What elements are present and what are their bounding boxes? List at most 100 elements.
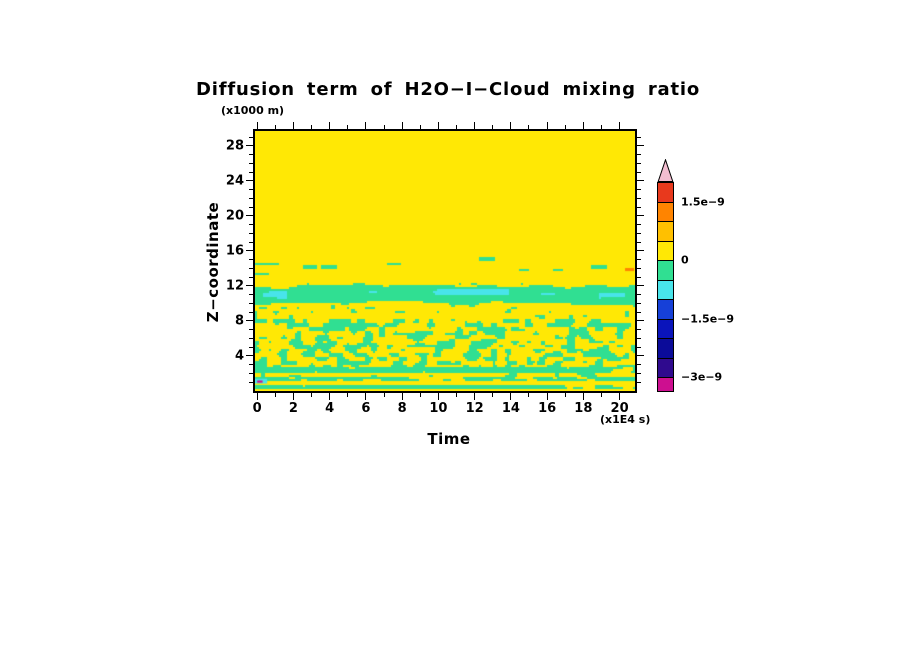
chart-title: Diffusion term of H2O−I−Cloud mixing rat… xyxy=(196,79,700,100)
y-tick-mark xyxy=(637,364,641,366)
x-tick-mark xyxy=(329,122,331,129)
y-tick-mark xyxy=(637,224,641,226)
x-tick-mark xyxy=(401,393,403,400)
colorbar-segment xyxy=(658,300,673,320)
y-tick-mark xyxy=(249,241,253,243)
x-tick-label: 6 xyxy=(361,401,371,416)
colorbar-segment xyxy=(658,241,673,261)
colorbar-segment xyxy=(658,378,673,391)
y-tick-mark xyxy=(246,285,253,287)
colorbar-segment xyxy=(658,339,673,359)
y-tick-mark xyxy=(637,162,641,164)
x-tick-label: 20 xyxy=(610,401,629,416)
y-tick-mark xyxy=(246,145,253,147)
x-tick-mark xyxy=(492,125,494,129)
y-tick-mark xyxy=(246,180,253,182)
y-tick-mark xyxy=(249,171,253,173)
y-tick-mark xyxy=(637,329,641,331)
y-tick-mark xyxy=(249,206,253,208)
x-tick-mark xyxy=(619,393,621,400)
x-tick-mark xyxy=(256,122,258,129)
x-tick-mark xyxy=(564,393,566,397)
x-tick-mark xyxy=(528,393,530,397)
y-tick-mark xyxy=(249,197,253,199)
colorbar-segment xyxy=(658,319,673,339)
colorbar-segment xyxy=(658,202,673,222)
y-tick-mark xyxy=(249,381,253,383)
y-tick-mark xyxy=(249,224,253,226)
y-tick-mark xyxy=(637,180,644,182)
y-tick-mark xyxy=(637,320,644,322)
y-tick-mark xyxy=(637,241,641,243)
colorbar: 1.5e−9 0 −1.5e−9 −3e−9 xyxy=(657,159,734,392)
y-tick-mark xyxy=(249,232,253,234)
y-tick-mark xyxy=(637,171,641,173)
y-axis-label: Z−coordinate xyxy=(204,201,222,323)
colorbar-segment xyxy=(658,358,673,378)
x-tick-label: 0 xyxy=(252,401,262,416)
y-axis-units: (x1000 m) xyxy=(221,104,285,117)
x-tick-label: 14 xyxy=(501,401,520,416)
y-tick-mark xyxy=(637,355,644,357)
y-tick-mark xyxy=(246,250,253,252)
colorbar-segment xyxy=(658,280,673,300)
y-tick-mark xyxy=(249,189,253,191)
y-tick-mark xyxy=(637,259,641,261)
x-tick-mark xyxy=(274,125,276,129)
x-tick-label: 16 xyxy=(538,401,557,416)
y-tick-label: 8 xyxy=(234,313,244,329)
y-tick-mark xyxy=(249,162,253,164)
x-tick-mark xyxy=(474,393,476,400)
x-tick-mark xyxy=(619,122,621,129)
y-tick-mark xyxy=(637,154,641,156)
colorbar-label: −1.5e−9 xyxy=(681,312,735,325)
x-tick-mark xyxy=(419,393,421,397)
axes-ticks: 0 2 4 6 8 10 12 14 16 18 20 4 8 12 16 20 24 28 xyxy=(226,122,644,416)
y-tick-mark xyxy=(249,136,253,138)
y-tick-label: 4 xyxy=(234,348,244,364)
colorbar-label: 0 xyxy=(681,253,689,267)
y-tick-mark xyxy=(246,355,253,357)
x-tick-mark xyxy=(510,122,512,129)
y-tick-mark xyxy=(249,267,253,269)
y-tick-mark xyxy=(246,320,253,322)
x-tick-mark xyxy=(365,122,367,129)
colorbar-segments xyxy=(657,182,674,392)
x-tick-mark xyxy=(437,122,439,129)
x-tick-mark xyxy=(474,122,476,129)
x-tick-mark xyxy=(600,393,602,397)
y-tick-mark xyxy=(637,189,641,191)
y-tick-mark xyxy=(246,215,253,217)
y-tick-mark xyxy=(249,154,253,156)
colorbar-segment xyxy=(658,222,673,242)
y-tick-label: 20 xyxy=(225,208,244,224)
x-tick-mark xyxy=(401,122,403,129)
y-tick-mark xyxy=(637,294,641,296)
x-tick-mark xyxy=(600,125,602,129)
x-tick-mark xyxy=(311,125,313,129)
y-tick-label: 28 xyxy=(225,138,244,154)
x-tick-mark xyxy=(347,393,349,397)
x-tick-mark xyxy=(528,125,530,129)
colorbar-segment xyxy=(658,183,673,203)
x-tick-mark xyxy=(510,393,512,400)
y-tick-mark xyxy=(637,250,644,252)
x-tick-mark xyxy=(329,393,331,400)
x-tick-mark xyxy=(383,125,385,129)
y-tick-mark xyxy=(249,276,253,278)
x-tick-mark xyxy=(582,122,584,129)
y-tick-mark xyxy=(249,337,253,339)
colorbar-label: −3e−9 xyxy=(681,370,723,384)
y-tick-mark xyxy=(637,136,641,138)
y-tick-mark xyxy=(249,294,253,296)
y-tick-mark xyxy=(249,364,253,366)
y-tick-mark xyxy=(637,232,641,234)
y-tick-mark xyxy=(637,215,644,217)
x-tick-label: 4 xyxy=(325,401,335,416)
x-tick-mark xyxy=(456,125,457,129)
y-tick-mark xyxy=(637,337,641,339)
y-tick-mark xyxy=(637,302,641,304)
x-tick-mark xyxy=(311,393,313,397)
y-tick-mark xyxy=(637,285,644,287)
x-tick-mark xyxy=(365,393,367,400)
